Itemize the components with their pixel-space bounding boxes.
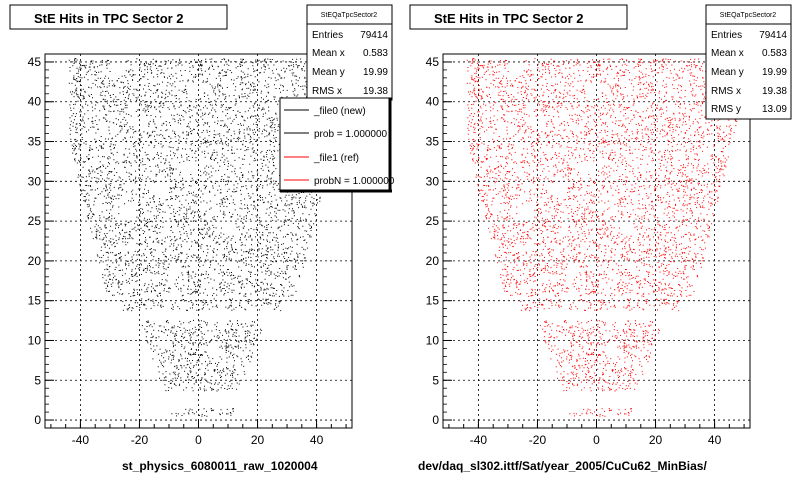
y-tick-label: 40 bbox=[28, 95, 42, 109]
axes: -40 -20 0 20 40 0 5 10 15 20 25 30 35 40 45 bbox=[426, 55, 745, 447]
legend-label-file0: _file0 (new) bbox=[313, 106, 366, 117]
x-tick-label: -20 bbox=[529, 433, 547, 447]
x-tick-label: 0 bbox=[195, 433, 202, 447]
legend-label-file1: _file1 (ref) bbox=[313, 153, 359, 164]
x-tick-label: 20 bbox=[649, 433, 663, 447]
x-axis-label: st_physics_6080011_raw_1020004 bbox=[122, 459, 318, 473]
y-tick-label: 20 bbox=[426, 254, 440, 268]
stats-label-mean-x: Mean x bbox=[711, 48, 744, 59]
stats-value-entries: 79414 bbox=[360, 30, 388, 41]
stats-value-mean-y: 19.99 bbox=[363, 67, 388, 78]
stats-box: StEQaTpcSector2 Entries 79414 Mean x 0.5… bbox=[306, 4, 393, 101]
stats-value-mean-x: 0.583 bbox=[762, 48, 787, 59]
chart-title: StE Hits in TPC Sector 2 bbox=[34, 11, 184, 26]
stats-value-rms-x: 19.38 bbox=[762, 86, 787, 97]
legend-label-prob: prob = 1.000000 bbox=[314, 129, 388, 140]
x-tick-label: 0 bbox=[593, 433, 600, 447]
x-tick-label: 40 bbox=[708, 433, 722, 447]
stats-label-rms-y: RMS y bbox=[711, 104, 741, 115]
stats-value-mean-x: 0.583 bbox=[363, 48, 388, 59]
y-tick-label: 5 bbox=[34, 373, 41, 387]
y-tick-label: 15 bbox=[426, 294, 440, 308]
panel-right: StE Hits in TPC Sector 2 -40 -20 0 20 40 0 5 10… bbox=[409, 4, 792, 473]
chart-title: StE Hits in TPC Sector 2 bbox=[434, 11, 584, 26]
y-tick-label: 25 bbox=[28, 214, 42, 228]
grid bbox=[443, 54, 750, 428]
title-box bbox=[409, 4, 628, 30]
x-axis-label: dev/daq_sl302.ittf/Sat/year_2005/CuCu62_… bbox=[418, 459, 707, 473]
legend-label-probn: probN = 1.000000 bbox=[314, 176, 395, 187]
stats-box: StEQaTpcSector2 Entries 79414 Mean x 0.5… bbox=[705, 4, 792, 120]
y-tick-label: 25 bbox=[426, 214, 440, 228]
legend: _file0 (new) prob = 1.000000 _file1 (ref… bbox=[279, 97, 395, 193]
y-tick-label: 35 bbox=[28, 135, 42, 149]
stats-value-rms-y: 13.09 bbox=[762, 104, 787, 115]
y-tick-label: 0 bbox=[34, 413, 41, 427]
title-box bbox=[9, 4, 228, 30]
x-tick-label: 40 bbox=[310, 433, 324, 447]
stats-header: StEQaTpcSector2 bbox=[321, 12, 378, 19]
y-tick-label: 30 bbox=[426, 174, 440, 188]
stats-header: StEQaTpcSector2 bbox=[720, 12, 777, 19]
legend-frame bbox=[279, 97, 392, 191]
x-tick-label: -40 bbox=[72, 433, 90, 447]
y-tick-label: 10 bbox=[426, 333, 440, 347]
x-tick-label: 20 bbox=[251, 433, 265, 447]
stats-value-rms-x: 19.38 bbox=[363, 86, 388, 97]
stats-label-mean-x: Mean x bbox=[312, 48, 345, 59]
stats-value-mean-y: 19.99 bbox=[762, 67, 787, 78]
stats-label-entries: Entries bbox=[312, 30, 343, 41]
stats-label-rms-x: RMS x bbox=[312, 86, 342, 97]
x-tick-label: -40 bbox=[470, 433, 488, 447]
stats-label-mean-y: Mean y bbox=[711, 67, 744, 78]
panel-left: StE Hits in TPC Sector 2 -40 -20 0 20 40 0 5 10… bbox=[9, 4, 395, 473]
y-tick-label: 0 bbox=[432, 413, 439, 427]
y-tick-label: 40 bbox=[426, 95, 440, 109]
y-tick-label: 45 bbox=[426, 55, 440, 69]
y-tick-label: 5 bbox=[432, 373, 439, 387]
y-tick-label: 30 bbox=[28, 174, 42, 188]
stats-value-entries: 79414 bbox=[759, 30, 787, 41]
y-tick-label: 45 bbox=[28, 55, 42, 69]
axes: -40 -20 0 20 40 0 5 10 15 20 25 30 35 40 45 bbox=[28, 55, 347, 447]
y-tick-label: 20 bbox=[28, 254, 42, 268]
stats-label-rms-x: RMS x bbox=[711, 86, 741, 97]
stats-label-entries: Entries bbox=[711, 30, 742, 41]
x-tick-label: -20 bbox=[131, 433, 149, 447]
y-tick-label: 35 bbox=[426, 135, 440, 149]
stats-frame bbox=[705, 4, 792, 120]
y-tick-label: 15 bbox=[28, 294, 42, 308]
y-tick-label: 10 bbox=[28, 333, 42, 347]
stats-label-mean-y: Mean y bbox=[312, 67, 345, 78]
